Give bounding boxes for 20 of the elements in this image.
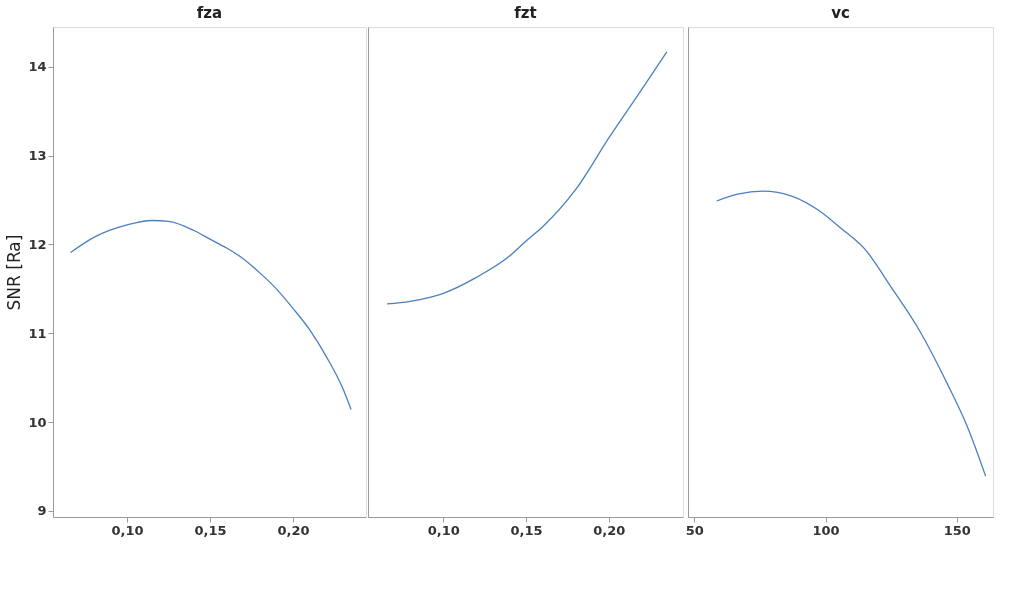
y-tick-label: 13 bbox=[28, 148, 47, 164]
chart-title: fzt bbox=[514, 4, 537, 22]
x-tick-label: 0,15 bbox=[510, 522, 543, 538]
y-tick-label: 11 bbox=[28, 325, 47, 341]
y-tick-label: 14 bbox=[28, 59, 47, 75]
x-tick-label: 0,15 bbox=[194, 522, 227, 538]
y-tick-label: 9 bbox=[37, 503, 47, 519]
x-tick-label: 100 bbox=[812, 522, 840, 538]
chart-title: fza bbox=[196, 4, 223, 22]
y-tick-label: 12 bbox=[28, 236, 47, 252]
chart-title: vc bbox=[831, 4, 850, 22]
y-axis-title: SNR [Ra] bbox=[4, 234, 25, 311]
x-tick-label: 0,20 bbox=[593, 522, 626, 538]
x-tick-label: 0,10 bbox=[427, 522, 460, 538]
x-tick-label: 0,10 bbox=[111, 522, 144, 538]
x-tick-label: 0,20 bbox=[277, 522, 310, 538]
x-tick-label: 50 bbox=[685, 522, 704, 538]
y-tick-label: 10 bbox=[28, 414, 47, 430]
line-series bbox=[69, 219, 352, 411]
x-tick-label: 150 bbox=[943, 522, 971, 538]
